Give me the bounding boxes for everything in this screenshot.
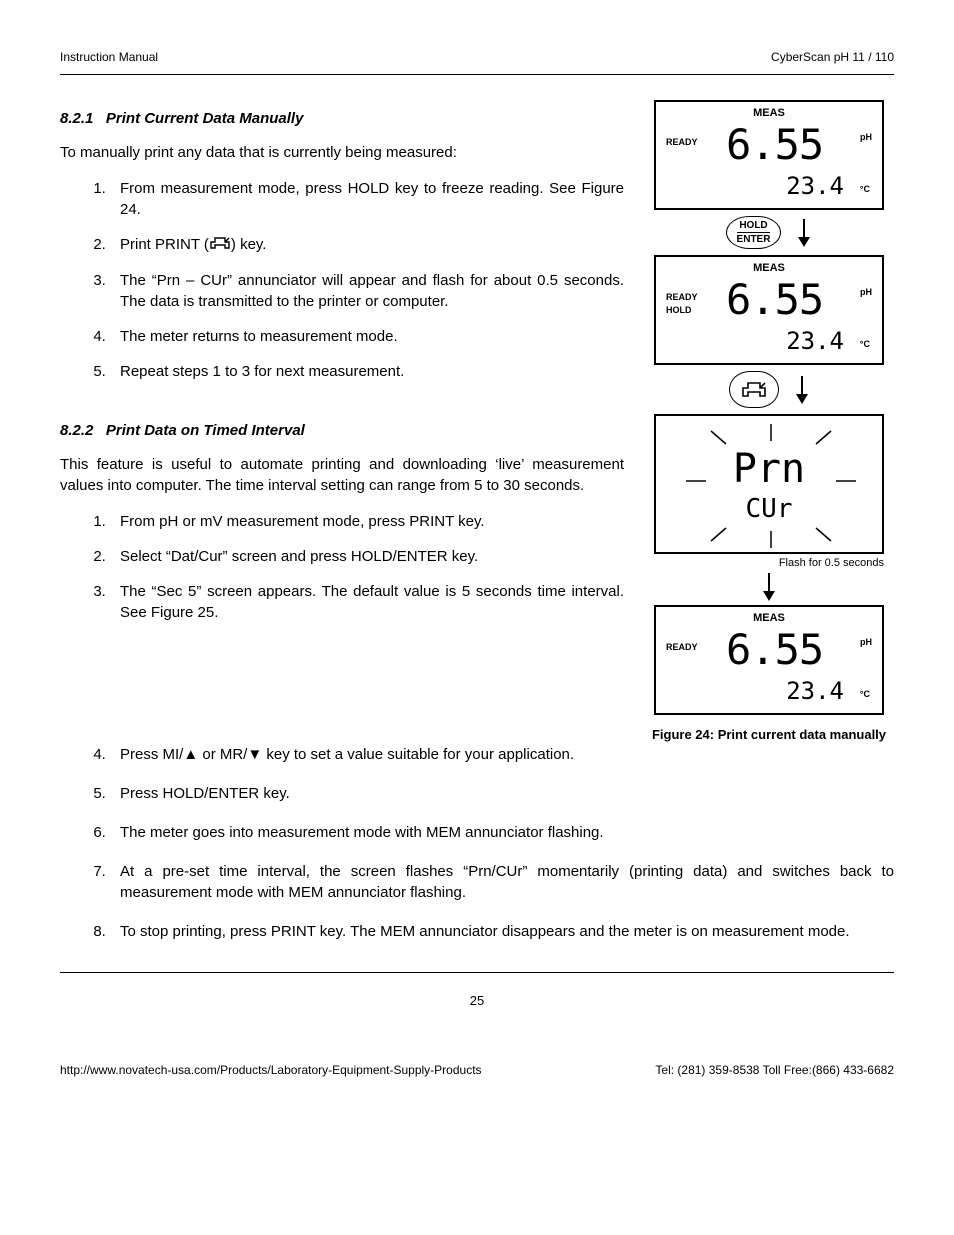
left-column: 8.2.1 Print Current Data Manually To man… bbox=[60, 100, 624, 744]
temp-value: 23.4 bbox=[786, 327, 844, 355]
figure-caption: Figure 24: Print current data manually bbox=[644, 727, 894, 744]
temp-unit: °C bbox=[860, 339, 870, 349]
section-number: 8.2.2 bbox=[60, 422, 93, 439]
footer-url: http://www.novatech-usa.com/Products/Lab… bbox=[60, 1063, 482, 1077]
meas-label: MEAS bbox=[753, 262, 785, 274]
step-item: The “Prn – CUr” annunciator will appear … bbox=[110, 270, 624, 312]
header-rule bbox=[60, 74, 894, 75]
section-822-steps-col: From pH or mV measurement mode, press PR… bbox=[60, 511, 624, 623]
lcd-screen-1: MEAS READY 6.55 pH 23.4 °C bbox=[654, 100, 884, 210]
section-821-title: 8.2.1 Print Current Data Manually bbox=[60, 110, 624, 127]
print-icon bbox=[740, 380, 768, 398]
prn-text: Prn bbox=[733, 446, 805, 492]
hold-key-top: HOLD bbox=[737, 220, 771, 231]
arrow-down-3 bbox=[644, 573, 894, 601]
lcd-screen-2: MEAS READY HOLD 6.55 pH 23.4 °C bbox=[654, 255, 884, 365]
page-container: Instruction Manual CyberScan pH 11 / 110… bbox=[0, 0, 954, 1063]
temp-value: 23.4 bbox=[786, 677, 844, 705]
two-column-layout: 8.2.1 Print Current Data Manually To man… bbox=[60, 100, 894, 744]
hold-annunciator: HOLD bbox=[666, 305, 692, 315]
ph-value: 6.55 bbox=[726, 275, 823, 324]
section-821-steps: From measurement mode, press HOLD key to… bbox=[60, 178, 624, 382]
step-item: Press HOLD/ENTER key. bbox=[110, 783, 894, 804]
ready-label: READY bbox=[666, 642, 698, 652]
arrow-down-icon bbox=[794, 376, 810, 404]
print-icon bbox=[209, 235, 231, 256]
ph-unit: pH bbox=[860, 287, 872, 297]
ph-unit: pH bbox=[860, 637, 872, 647]
hold-enter-key: HOLD ENTER bbox=[726, 216, 782, 249]
ph-value: 6.55 bbox=[726, 625, 823, 674]
header-left: Instruction Manual bbox=[60, 50, 158, 64]
step-item: From measurement mode, press HOLD key to… bbox=[110, 178, 624, 220]
temp-unit: °C bbox=[860, 689, 870, 699]
step-item: At a pre-set time interval, the screen f… bbox=[110, 861, 894, 903]
section-number: 8.2.1 bbox=[60, 110, 93, 127]
section-title-text: Print Data on Timed Interval bbox=[106, 422, 305, 439]
section-822-intro: This feature is useful to automate print… bbox=[60, 454, 624, 496]
meas-label: MEAS bbox=[753, 612, 785, 624]
lcd-flash-screen: Prn CUr bbox=[654, 414, 884, 554]
arrow-down-icon bbox=[761, 573, 777, 601]
meas-label: MEAS bbox=[753, 107, 785, 119]
ready-label: READY bbox=[666, 292, 698, 302]
hold-key-bottom: ENTER bbox=[737, 234, 771, 245]
right-column: MEAS READY 6.55 pH 23.4 °C HOLD ENTER ME… bbox=[644, 100, 894, 744]
footer-phone: Tel: (281) 359-8538 Toll Free:(866) 433-… bbox=[655, 1063, 894, 1077]
temp-value: 23.4 bbox=[786, 172, 844, 200]
ready-label: READY bbox=[666, 137, 698, 147]
section-821-intro: To manually print any data that is curre… bbox=[60, 142, 624, 163]
hold-enter-key-row: HOLD ENTER bbox=[644, 216, 894, 249]
temp-unit: °C bbox=[860, 184, 870, 194]
arrow-down-icon bbox=[796, 219, 812, 247]
print-key-row bbox=[644, 371, 894, 408]
step-item: The meter goes into measurement mode wit… bbox=[110, 822, 894, 843]
step-item: Select “Dat/Cur” screen and press HOLD/E… bbox=[110, 546, 624, 567]
step-item: The “Sec 5” screen appears. The default … bbox=[110, 581, 624, 623]
cur-text: CUr bbox=[746, 494, 793, 524]
page-number: 25 bbox=[60, 993, 894, 1008]
footer-rule bbox=[60, 972, 894, 973]
step-item: Repeat steps 1 to 3 for next measurement… bbox=[110, 361, 624, 382]
section-title-text: Print Current Data Manually bbox=[106, 110, 304, 127]
step-item: Print PRINT () key. bbox=[110, 234, 624, 256]
page-footer: http://www.novatech-usa.com/Products/Lab… bbox=[0, 1063, 954, 1107]
step-item: From pH or mV measurement mode, press PR… bbox=[110, 511, 624, 532]
section-822-title: 8.2.2 Print Data on Timed Interval bbox=[60, 422, 624, 439]
lcd-screen-4: MEAS READY 6.55 pH 23.4 °C bbox=[654, 605, 884, 715]
page-header: Instruction Manual CyberScan pH 11 / 110 bbox=[60, 50, 894, 64]
ph-value: 6.55 bbox=[726, 120, 823, 169]
ph-unit: pH bbox=[860, 132, 872, 142]
step-item: Press MI/▲ or MR/▼ key to set a value su… bbox=[110, 744, 894, 765]
step-item: The meter returns to measurement mode. bbox=[110, 326, 624, 347]
step-item: To stop printing, press PRINT key. The M… bbox=[110, 921, 894, 942]
section-822-steps-full: Press MI/▲ or MR/▼ key to set a value su… bbox=[60, 744, 894, 942]
flash-caption: Flash for 0.5 seconds bbox=[644, 557, 884, 569]
header-right: CyberScan pH 11 / 110 bbox=[771, 50, 894, 64]
print-key bbox=[729, 371, 779, 408]
